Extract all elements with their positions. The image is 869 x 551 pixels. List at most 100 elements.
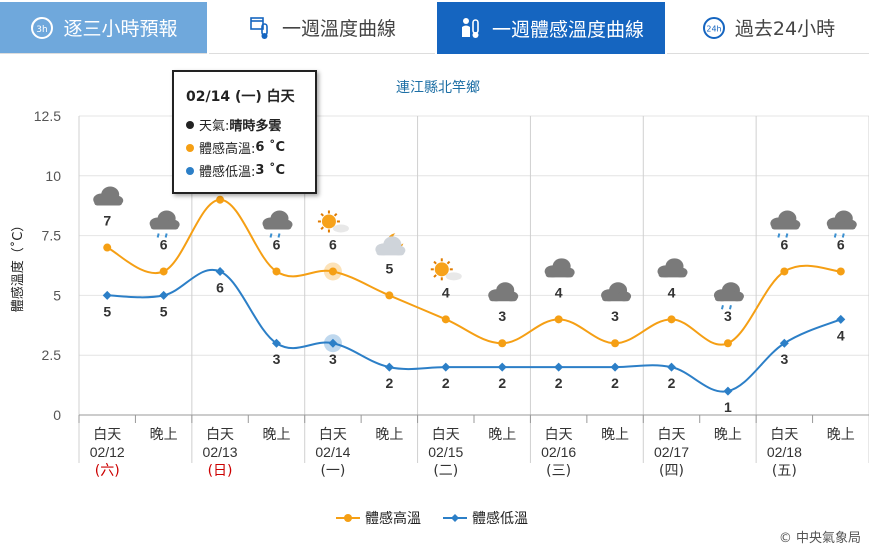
tooltip-low-row: 體感低溫: 3 ˚C xyxy=(186,159,315,182)
data-label-low: 2 xyxy=(611,375,619,391)
data-label-low: 3 xyxy=(273,351,281,367)
tooltip-value: 晴時多雲 xyxy=(229,119,282,134)
partly-cloudy-night-icon xyxy=(375,233,406,256)
data-label-low: 5 xyxy=(103,303,111,319)
series-layer: 7 6 6 6 5 4 3 4 3 4 3 6 6 5 5 6 3 3 2 2 2 2 2 2 1 3 4 xyxy=(102,195,846,415)
x-tick-label-period: 晚上 xyxy=(827,427,855,443)
cloud-part xyxy=(771,223,800,230)
rain-drop xyxy=(156,233,160,238)
data-label-high: 3 xyxy=(498,308,506,324)
data-label-high: 3 xyxy=(611,308,619,324)
x-tick-label-date: 02/17 xyxy=(654,444,689,460)
x-tick-label-weekday: (四) xyxy=(659,463,684,479)
rain-drop xyxy=(277,233,281,238)
data-label-low: 3 xyxy=(329,351,337,367)
data-point-low xyxy=(610,362,620,372)
data-label-high: 5 xyxy=(385,260,393,276)
rain-drop xyxy=(728,304,732,310)
data-label-low: 2 xyxy=(385,375,393,391)
x-tick-label-weekday: (六) xyxy=(95,463,120,479)
x-tick-label-period: 晚上 xyxy=(263,427,291,443)
y-tick-label: 7.5 xyxy=(42,228,62,244)
x-tick-label-period: 晚上 xyxy=(714,427,742,443)
tooltip-weather-row: 天氣: 晴時多雲 xyxy=(186,113,315,136)
cloudy-icon xyxy=(93,186,124,206)
data-label-high: 4 xyxy=(555,284,563,300)
tooltip-label: 天氣: xyxy=(199,119,230,134)
tab-past-24-hours[interactable]: 24h 過去24小時 xyxy=(667,2,869,54)
data-point-low xyxy=(215,266,225,276)
24h-clock-icon: 24h xyxy=(702,16,725,39)
tab-bar: 3h 逐三小時預報 一週溫度曲線 一週體感溫度曲線 24h 過去24小時 xyxy=(0,0,869,54)
tooltip-title: 02/14 (一) 白天 xyxy=(186,89,295,105)
data-label-high: 6 xyxy=(273,236,281,252)
cloud-part xyxy=(445,272,462,281)
copyright-credit: © 中央氣象局 xyxy=(778,531,861,546)
x-tick-label-weekday: (三) xyxy=(546,463,571,479)
x-tick-label-period: 晚上 xyxy=(488,427,516,443)
data-label-low: 1 xyxy=(724,399,732,415)
rain-drop xyxy=(720,304,724,310)
data-point-high xyxy=(611,339,620,348)
x-tick-label-weekday: (日) xyxy=(208,463,233,479)
data-point-high xyxy=(836,267,845,276)
cloudy-rain-icon xyxy=(826,210,857,238)
x-tick-label-date: 02/12 xyxy=(90,444,125,460)
y-tick-label: 2.5 xyxy=(42,347,62,363)
cloudy-icon xyxy=(544,258,575,278)
tab-weekly-temp-curve[interactable]: 一週溫度曲線 xyxy=(209,2,435,54)
x-tick-label-period: 白天 xyxy=(658,427,686,443)
data-label-low: 6 xyxy=(216,279,224,295)
rain-drop xyxy=(269,233,273,238)
data-point-low xyxy=(723,386,733,396)
y-tick-label: 10 xyxy=(45,168,61,184)
tab-weekly-feels-like-curve[interactable]: 一週體感溫度曲線 xyxy=(437,2,665,54)
x-tick-label-date: 02/18 xyxy=(767,444,802,460)
legend-item-low[interactable]: 體感低溫 xyxy=(443,508,528,528)
data-point-high xyxy=(780,267,789,276)
data-label-high: 6 xyxy=(329,236,337,252)
data-point-low xyxy=(159,290,169,300)
data-label-low: 4 xyxy=(837,327,845,343)
cloud-part xyxy=(827,223,856,230)
tab-label: 過去24小時 xyxy=(734,18,836,40)
x-tick-label-period: 白天 xyxy=(319,427,347,443)
tooltip-label: 體感低溫: xyxy=(199,165,256,180)
legend: 體感高溫 體感低溫 xyxy=(336,508,550,528)
y-tick-label: 12.5 xyxy=(34,108,61,124)
y-axis-label: 體感溫度（˚C） xyxy=(10,219,26,313)
data-point-high xyxy=(272,267,281,276)
svg-text:24h: 24h xyxy=(706,24,721,33)
data-point-high xyxy=(441,315,450,324)
tab-3hr-forecast[interactable]: 3h 逐三小時預報 xyxy=(0,2,207,54)
cloudy-icon xyxy=(657,258,688,278)
data-point-high xyxy=(328,267,337,276)
data-point-high xyxy=(498,339,507,348)
data-point-low xyxy=(779,338,789,348)
data-point-low xyxy=(328,338,338,348)
data-label-high: 4 xyxy=(668,284,676,300)
data-label-high: 6 xyxy=(160,236,168,252)
x-tick-label-period: 白天 xyxy=(93,427,121,443)
data-label-high: 6 xyxy=(780,236,788,252)
x-tick-label-weekday: (二) xyxy=(433,463,458,479)
sunny-cloud-icon xyxy=(430,258,462,281)
legend-item-high[interactable]: 體感高溫 xyxy=(336,508,421,528)
data-point-high xyxy=(667,315,676,324)
rain-drop xyxy=(785,233,789,238)
tab-label: 一週溫度曲線 xyxy=(281,18,396,40)
data-label-low: 2 xyxy=(555,375,563,391)
y-tick-label: 0 xyxy=(53,407,61,423)
tooltip-label: 體感高溫: xyxy=(199,142,256,157)
sun-ray xyxy=(433,260,437,265)
cloudy-rain-icon xyxy=(770,210,801,238)
rain-drop xyxy=(833,233,837,238)
3h-clock-icon: 3h xyxy=(31,16,54,39)
data-label-high: 7 xyxy=(103,213,111,229)
x-tick-label-weekday: (一) xyxy=(320,463,345,479)
data-point-high xyxy=(159,267,168,276)
cloudy-rain-icon xyxy=(713,282,744,310)
data-point-low xyxy=(667,362,676,372)
cloud-part xyxy=(545,271,574,278)
